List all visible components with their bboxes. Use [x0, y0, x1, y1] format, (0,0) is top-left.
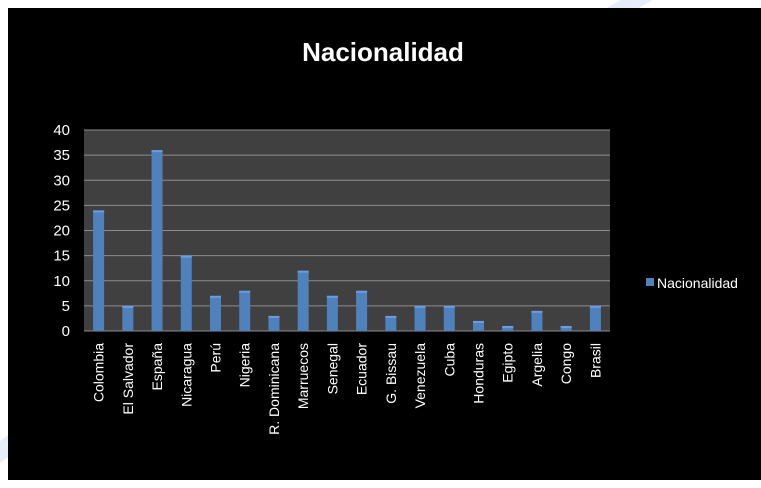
bar-top-highlight	[356, 290, 368, 293]
chart-svg: Nacionalidad 0 5 10 15 20 25 30 35 40 Colombia El…	[53, 37, 738, 435]
bar-egipto	[502, 325, 514, 331]
bar-nicaragua	[180, 255, 192, 331]
x-tick-label: Ecuador	[354, 343, 370, 395]
bar-r-dominicana	[268, 315, 280, 331]
bar-el-salvador	[122, 305, 134, 331]
gridlines	[84, 129, 610, 332]
x-tick-label: Honduras	[471, 343, 487, 404]
bar-per-	[210, 295, 221, 331]
y-axis-ticks: 0 5 10 15 20 25 30 35 40	[53, 122, 70, 340]
chart-panel: Nacionalidad 0 5 10 15 20 25 30 35 40 Colombia El…	[8, 8, 761, 480]
x-tick-label: Egipto	[500, 343, 516, 383]
bars	[93, 150, 601, 331]
bar-top-highlight	[326, 295, 338, 298]
x-axis-labels: Colombia El Salvador España Nicaragua Perú Ni…	[91, 343, 604, 435]
bar-venezuela	[414, 305, 426, 331]
chart-title: Nacionalidad	[302, 37, 464, 67]
bar-top-highlight	[531, 310, 543, 313]
bar-top-highlight	[414, 305, 426, 308]
x-tick-label: Argelia	[529, 343, 545, 387]
bar-top-highlight	[589, 305, 601, 308]
x-tick-label: Marruecos	[295, 343, 311, 409]
bar-espa-a	[151, 150, 163, 331]
bar-top-highlight	[473, 320, 484, 323]
y-tick-label: 20	[53, 223, 70, 240]
bar-marruecos	[297, 270, 309, 331]
bar-top-highlight	[122, 305, 134, 308]
bar-brasil	[589, 305, 601, 331]
y-tick-label: 10	[53, 273, 70, 290]
x-tick-label: España	[149, 343, 165, 391]
x-tick-label: Perú	[208, 343, 224, 373]
bar-senegal	[326, 295, 338, 331]
bar-top-highlight	[560, 325, 572, 328]
bar-top-highlight	[297, 270, 309, 273]
y-tick-label: 30	[53, 172, 70, 189]
x-tick-label: Colombia	[91, 343, 107, 402]
bar-top-highlight	[210, 295, 221, 298]
x-tick-label: El Salvador	[120, 343, 136, 415]
bar-congo	[560, 325, 572, 331]
bar-ecuador	[356, 290, 368, 331]
bar-colombia	[93, 210, 105, 331]
legend-label: Nacionalidad	[657, 275, 738, 291]
bar-top-highlight	[180, 255, 192, 258]
bar-top-highlight	[151, 150, 163, 153]
y-tick-label: 40	[53, 122, 70, 139]
x-tick-label: R. Dominicana	[266, 343, 282, 435]
bar-nigeria	[239, 290, 251, 331]
bar-argelia	[531, 310, 543, 331]
y-tick-label: 5	[62, 298, 70, 315]
x-tick-label: Nicaragua	[178, 343, 194, 407]
x-tick-label: Nigeria	[237, 343, 253, 388]
x-tick-label: G. Bissau	[383, 343, 399, 404]
bar-honduras	[473, 320, 484, 331]
bar-top-highlight	[385, 315, 397, 318]
x-tick-label: Venezuela	[412, 343, 428, 409]
y-tick-label: 15	[53, 248, 70, 265]
x-tick-label: Senegal	[324, 343, 340, 394]
legend: Nacionalidad	[646, 275, 738, 291]
y-tick-label: 35	[53, 147, 70, 164]
bar-top-highlight	[443, 305, 455, 308]
x-tick-label: Brasil	[587, 343, 603, 378]
legend-swatch	[646, 278, 654, 286]
x-tick-label: Cuba	[441, 343, 457, 377]
y-tick-label: 0	[62, 323, 70, 340]
y-tick-label: 25	[53, 197, 70, 214]
bar-top-highlight	[268, 315, 280, 318]
bar-top-highlight	[93, 210, 105, 213]
bar-cuba	[443, 305, 455, 331]
bar-top-highlight	[239, 290, 251, 293]
bar-g-bissau	[385, 315, 397, 331]
x-tick-label: Congo	[558, 343, 574, 384]
bar-top-highlight	[502, 325, 514, 328]
